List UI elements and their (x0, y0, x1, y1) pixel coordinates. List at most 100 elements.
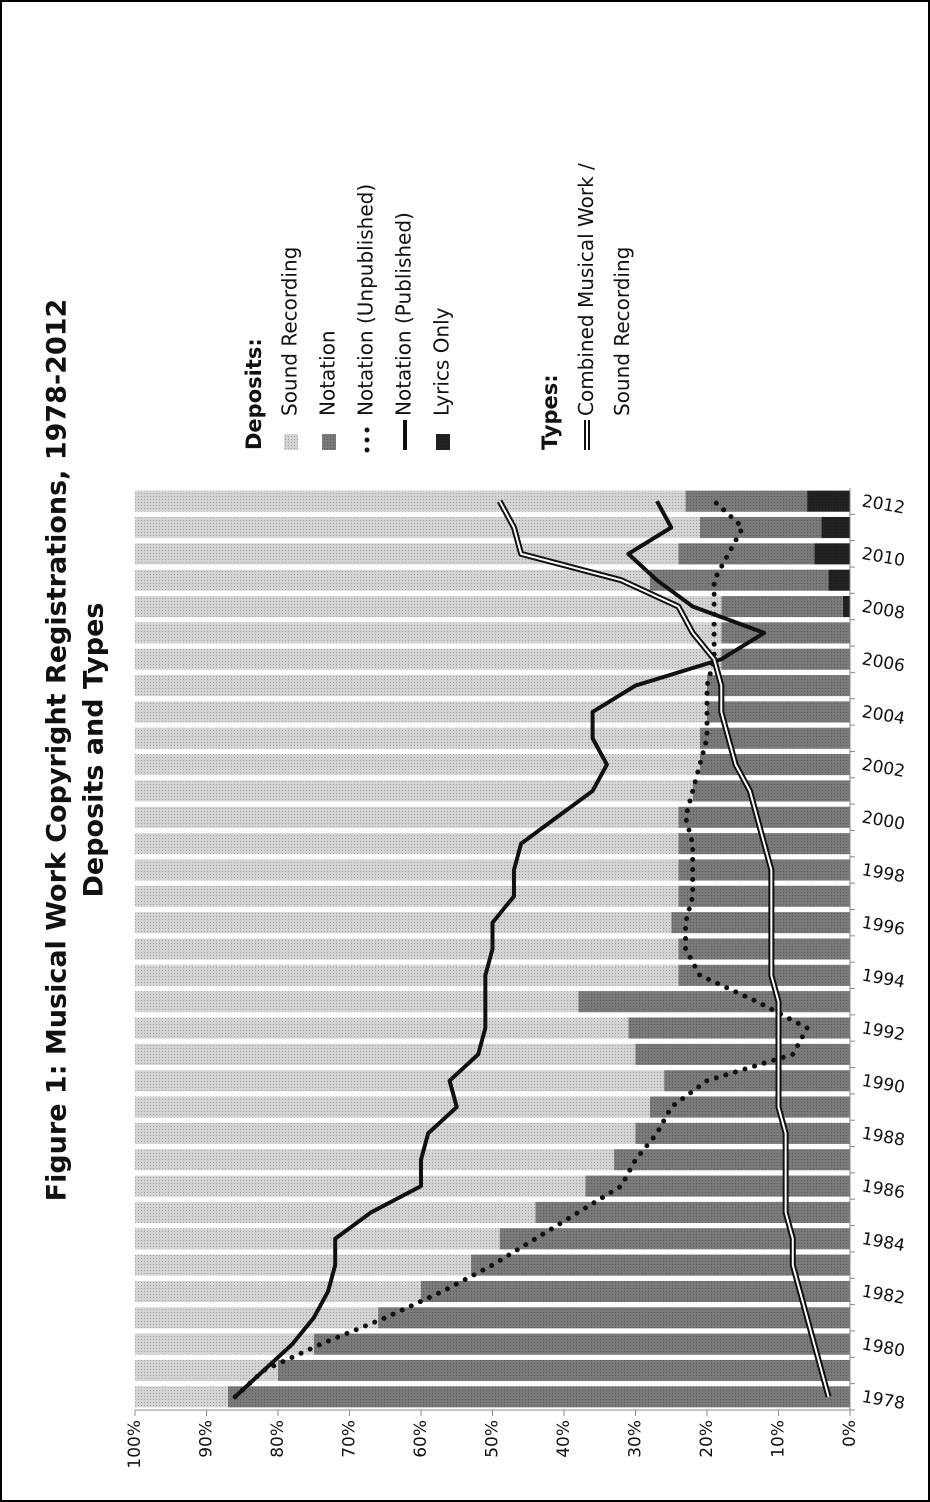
bar-texture (135, 806, 679, 828)
bar-texture (628, 1017, 850, 1039)
line (232, 498, 810, 1400)
bar-texture (135, 648, 722, 670)
bar-texture (699, 727, 850, 749)
bar-texture (135, 885, 679, 907)
chart: Figure 1: Musical Work Copyright Registr… (42, 157, 907, 1469)
legend-swatch-texture (436, 434, 450, 450)
y-tick-label: 50% (483, 1420, 503, 1458)
bar-texture (135, 727, 700, 749)
bar-texture (678, 885, 851, 907)
bar-texture (707, 675, 850, 697)
bar-texture (135, 1254, 472, 1276)
legend-label: Notation (Published) (392, 212, 416, 416)
bar-texture (842, 596, 850, 618)
bar-texture (135, 1201, 536, 1223)
y-tick-label: 40% (554, 1420, 574, 1458)
bar-texture (135, 1122, 636, 1144)
line (233, 500, 767, 1399)
bar-texture (614, 1149, 850, 1171)
bar-texture (685, 490, 808, 512)
bar-texture (135, 859, 679, 881)
y-tick-label: 0% (840, 1420, 860, 1447)
bar-texture (828, 569, 850, 591)
bar-texture (678, 938, 851, 960)
bar-texture (135, 1096, 650, 1118)
bar-texture (135, 1228, 500, 1250)
bar-texture (135, 780, 693, 802)
bar-texture (635, 1043, 850, 1065)
y-tick-label: 60% (411, 1420, 431, 1458)
bar-texture (535, 1201, 851, 1223)
bar-texture (814, 543, 850, 565)
bar-texture (471, 1254, 850, 1276)
bar-texture (135, 516, 700, 539)
chart-subtitle: Deposits and Types (79, 603, 110, 898)
bar-texture (135, 754, 700, 776)
bar-texture (378, 1307, 850, 1329)
bar-texture (135, 964, 679, 986)
bar-texture (671, 912, 850, 934)
legend-swatch-texture (322, 434, 336, 450)
bar-texture (135, 1280, 421, 1302)
legend-label: Lyrics Only (430, 307, 454, 416)
y-tick-label: 80% (268, 1420, 288, 1458)
legend-title: Deposits: (242, 338, 266, 450)
bar-texture (313, 1333, 850, 1355)
y-tick-label: 100% (125, 1420, 145, 1469)
bar-texture (649, 569, 829, 591)
legend-title: Types: (538, 374, 562, 450)
bar-texture (649, 1096, 850, 1118)
bar-texture (678, 806, 851, 828)
bar-texture (635, 1122, 850, 1144)
bar-texture (678, 859, 851, 881)
bar-texture (135, 490, 686, 512)
y-tick-label: 30% (626, 1420, 646, 1458)
bar-texture (707, 701, 850, 723)
legend-label: Combined Musical Work / Sound Recording (574, 157, 634, 416)
legend-swatch-texture (284, 434, 298, 450)
bar-texture (699, 754, 850, 776)
bar-texture (135, 1149, 615, 1171)
bar-texture (135, 675, 707, 697)
bar-texture (135, 1070, 665, 1092)
bar-texture (807, 490, 850, 512)
y-tick-label: 90% (197, 1420, 217, 1458)
chart-title: Figure 1: Musical Work Copyright Registr… (42, 299, 73, 1202)
bar-texture (135, 912, 672, 934)
bar-texture (227, 1386, 850, 1408)
bar-texture (135, 1386, 228, 1408)
bar-texture (678, 543, 815, 565)
bar-texture (678, 964, 851, 986)
bar-texture (578, 991, 850, 1013)
bar-texture (135, 938, 679, 960)
bar-texture (135, 543, 679, 565)
bar-texture (421, 1280, 850, 1302)
bar-texture (664, 1070, 850, 1092)
bar-texture (821, 516, 851, 539)
bar-texture (499, 1228, 850, 1250)
bar-texture (135, 1307, 379, 1329)
bar-texture (135, 1043, 636, 1065)
bar-texture (692, 780, 851, 802)
y-tick-label: 70% (340, 1420, 360, 1458)
legend-label: Notation (316, 330, 340, 416)
y-tick-label: 10% (769, 1420, 789, 1458)
bar-texture (135, 1359, 278, 1382)
bar-texture (135, 833, 679, 855)
bar-texture (135, 701, 707, 723)
bar-texture (135, 1333, 314, 1355)
bar-texture (135, 1175, 586, 1197)
bar-texture (721, 648, 850, 670)
y-tick-label: 20% (697, 1420, 717, 1458)
bar-texture (135, 569, 650, 591)
bar-texture (135, 622, 722, 644)
bar-texture (135, 596, 722, 618)
bar-texture (135, 991, 579, 1013)
bar-texture (699, 516, 822, 539)
bar-texture (135, 1017, 629, 1039)
bar-texture (278, 1359, 850, 1382)
bar-texture (721, 596, 843, 618)
legend-label: Sound Recording (278, 247, 302, 416)
